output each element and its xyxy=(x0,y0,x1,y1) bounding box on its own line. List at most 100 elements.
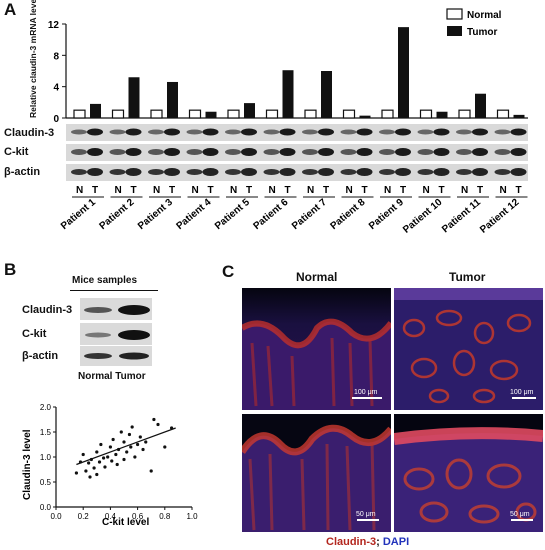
blot-band-tumor xyxy=(510,168,527,176)
lane-label-t: T xyxy=(516,185,522,196)
scatter-point xyxy=(111,437,115,442)
caption-sep: ; xyxy=(376,536,383,548)
blot-band-normal xyxy=(186,129,203,135)
lane-label-n: N xyxy=(346,185,353,196)
scale-normal-50: 50 μm xyxy=(356,511,376,518)
blot-strip-claudin3 xyxy=(66,124,528,141)
lane-label-t: T xyxy=(208,185,214,196)
lane-label-t: T xyxy=(169,185,175,196)
blot-band-normal xyxy=(340,129,357,135)
panel-a-legend: Normal Tumor xyxy=(446,8,502,38)
scatter-point xyxy=(95,450,99,454)
blot-band-tumor xyxy=(241,128,257,136)
scatter-point xyxy=(141,447,145,452)
blot-band-tumor xyxy=(510,148,527,156)
blot-band-normal xyxy=(494,129,511,135)
bar-normal xyxy=(496,109,510,119)
blot-band-tumor xyxy=(472,148,488,156)
lane-label-n: N xyxy=(384,185,391,196)
panel-a-bars xyxy=(73,27,525,119)
blot-band-tumor xyxy=(164,168,180,176)
lane-label-t: T xyxy=(285,185,291,196)
blot-band-normal xyxy=(302,129,318,135)
scatter-y-tick-label: 1.5 xyxy=(40,428,52,437)
blot-band-normal xyxy=(494,149,511,155)
scatter-point xyxy=(110,459,114,463)
blot-band-normal xyxy=(263,129,280,135)
blot-band-tumor xyxy=(202,128,219,136)
blot-band-tumor xyxy=(125,128,142,136)
blot-band-tumor xyxy=(279,168,296,176)
scatter-point xyxy=(88,475,92,479)
panel-a-ylabel: Relative claudin-3 mRNA level xyxy=(28,0,38,118)
panel-b-label-claudin3: Claudin-3 xyxy=(22,304,73,316)
scatter-xlabel: C-kit level xyxy=(102,517,149,528)
panel-b-letter: B xyxy=(4,260,17,279)
blot-band-normal xyxy=(340,169,357,175)
blot-band-normal xyxy=(456,169,472,175)
lane-label-n: N xyxy=(115,185,122,196)
panel-b-lane-labels: Normal Tumor xyxy=(78,371,146,382)
blot-band-tumor xyxy=(472,128,488,136)
bar-tumor xyxy=(128,77,140,118)
panel-b-scatter: Claudin-3 level C-kit level 0.0 0.5 1.0 1.5… xyxy=(22,403,198,528)
blot-band-tumor xyxy=(395,148,411,156)
scatter-point xyxy=(74,471,78,475)
scatter-point xyxy=(119,430,123,434)
scale-tumor-50: 50 μm xyxy=(510,511,530,518)
blot-band-normal xyxy=(379,169,395,175)
blot-band-tumor xyxy=(356,168,373,176)
legend-tumor-label: Tumor xyxy=(467,27,497,38)
blot-band-normal xyxy=(456,129,472,135)
blot-band-normal xyxy=(379,149,395,155)
blot-band-tumor xyxy=(472,168,488,176)
blot-band-tumor xyxy=(125,148,142,156)
blot-band-normal xyxy=(417,149,434,155)
bar-tumor xyxy=(244,103,255,118)
blot-band-normal xyxy=(263,169,280,175)
scatter-point xyxy=(97,460,102,464)
bar-normal xyxy=(381,109,394,119)
caption-dapi: DAPI xyxy=(382,536,410,548)
scatter-point xyxy=(122,440,126,444)
bar-normal xyxy=(342,109,356,119)
blot-strip-bactin xyxy=(66,164,528,181)
panel-a-letter: A xyxy=(4,0,17,19)
blot-band-normal xyxy=(148,149,164,155)
bar-normal xyxy=(188,109,202,119)
blot-band-normal xyxy=(417,169,434,175)
panel-b-label-bactin: β-actin xyxy=(22,350,59,362)
blot-band-normal xyxy=(148,129,164,135)
lane-label-t: T xyxy=(400,185,406,196)
blot-band-tumor xyxy=(279,128,296,136)
scatter-x-tick-label: 1.0 xyxy=(186,512,198,521)
blot-band-tumor xyxy=(433,128,450,136)
blot-band-tumor xyxy=(395,128,411,136)
bar-tumor xyxy=(513,114,525,118)
scatter-point xyxy=(130,425,134,429)
scatter-x-tick-label: 0.4 xyxy=(105,512,117,521)
scatter-point xyxy=(136,442,140,447)
legend-normal-swatch xyxy=(446,8,463,20)
micrograph-normal-100um: 100 μm xyxy=(242,288,391,410)
scatter-point xyxy=(163,445,167,449)
panel-b-label-ckit: C-kit xyxy=(22,328,47,340)
bar-tumor xyxy=(436,111,448,118)
lane-label-t: T xyxy=(131,185,137,196)
blot-band-tumor xyxy=(202,168,219,176)
scatter-point xyxy=(81,452,85,457)
blot-band-normal xyxy=(340,149,357,155)
blot-band-tumor xyxy=(125,168,142,176)
panel-b-blot xyxy=(80,298,152,366)
lane-label-t: T xyxy=(246,185,252,196)
y-tick-label: 8 xyxy=(53,51,59,62)
bar-normal xyxy=(111,109,125,119)
bar-normal xyxy=(73,109,86,119)
blot-band-tumor xyxy=(279,148,296,156)
bar-tumor xyxy=(205,111,217,118)
scatter-y-tick-label: 1.0 xyxy=(40,453,52,462)
bar-normal xyxy=(419,109,433,119)
blot-band-tumor xyxy=(241,168,257,176)
panel-c-letter: C xyxy=(222,262,235,281)
